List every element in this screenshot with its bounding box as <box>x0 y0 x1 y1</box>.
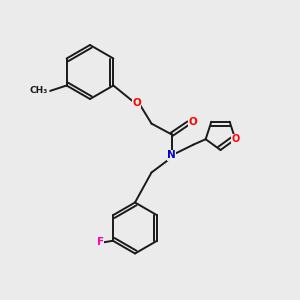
Text: N: N <box>167 150 176 161</box>
Text: F: F <box>97 237 104 247</box>
Text: O: O <box>188 117 197 127</box>
Text: O: O <box>132 98 141 108</box>
Text: CH₃: CH₃ <box>29 86 48 95</box>
Text: O: O <box>231 134 239 144</box>
